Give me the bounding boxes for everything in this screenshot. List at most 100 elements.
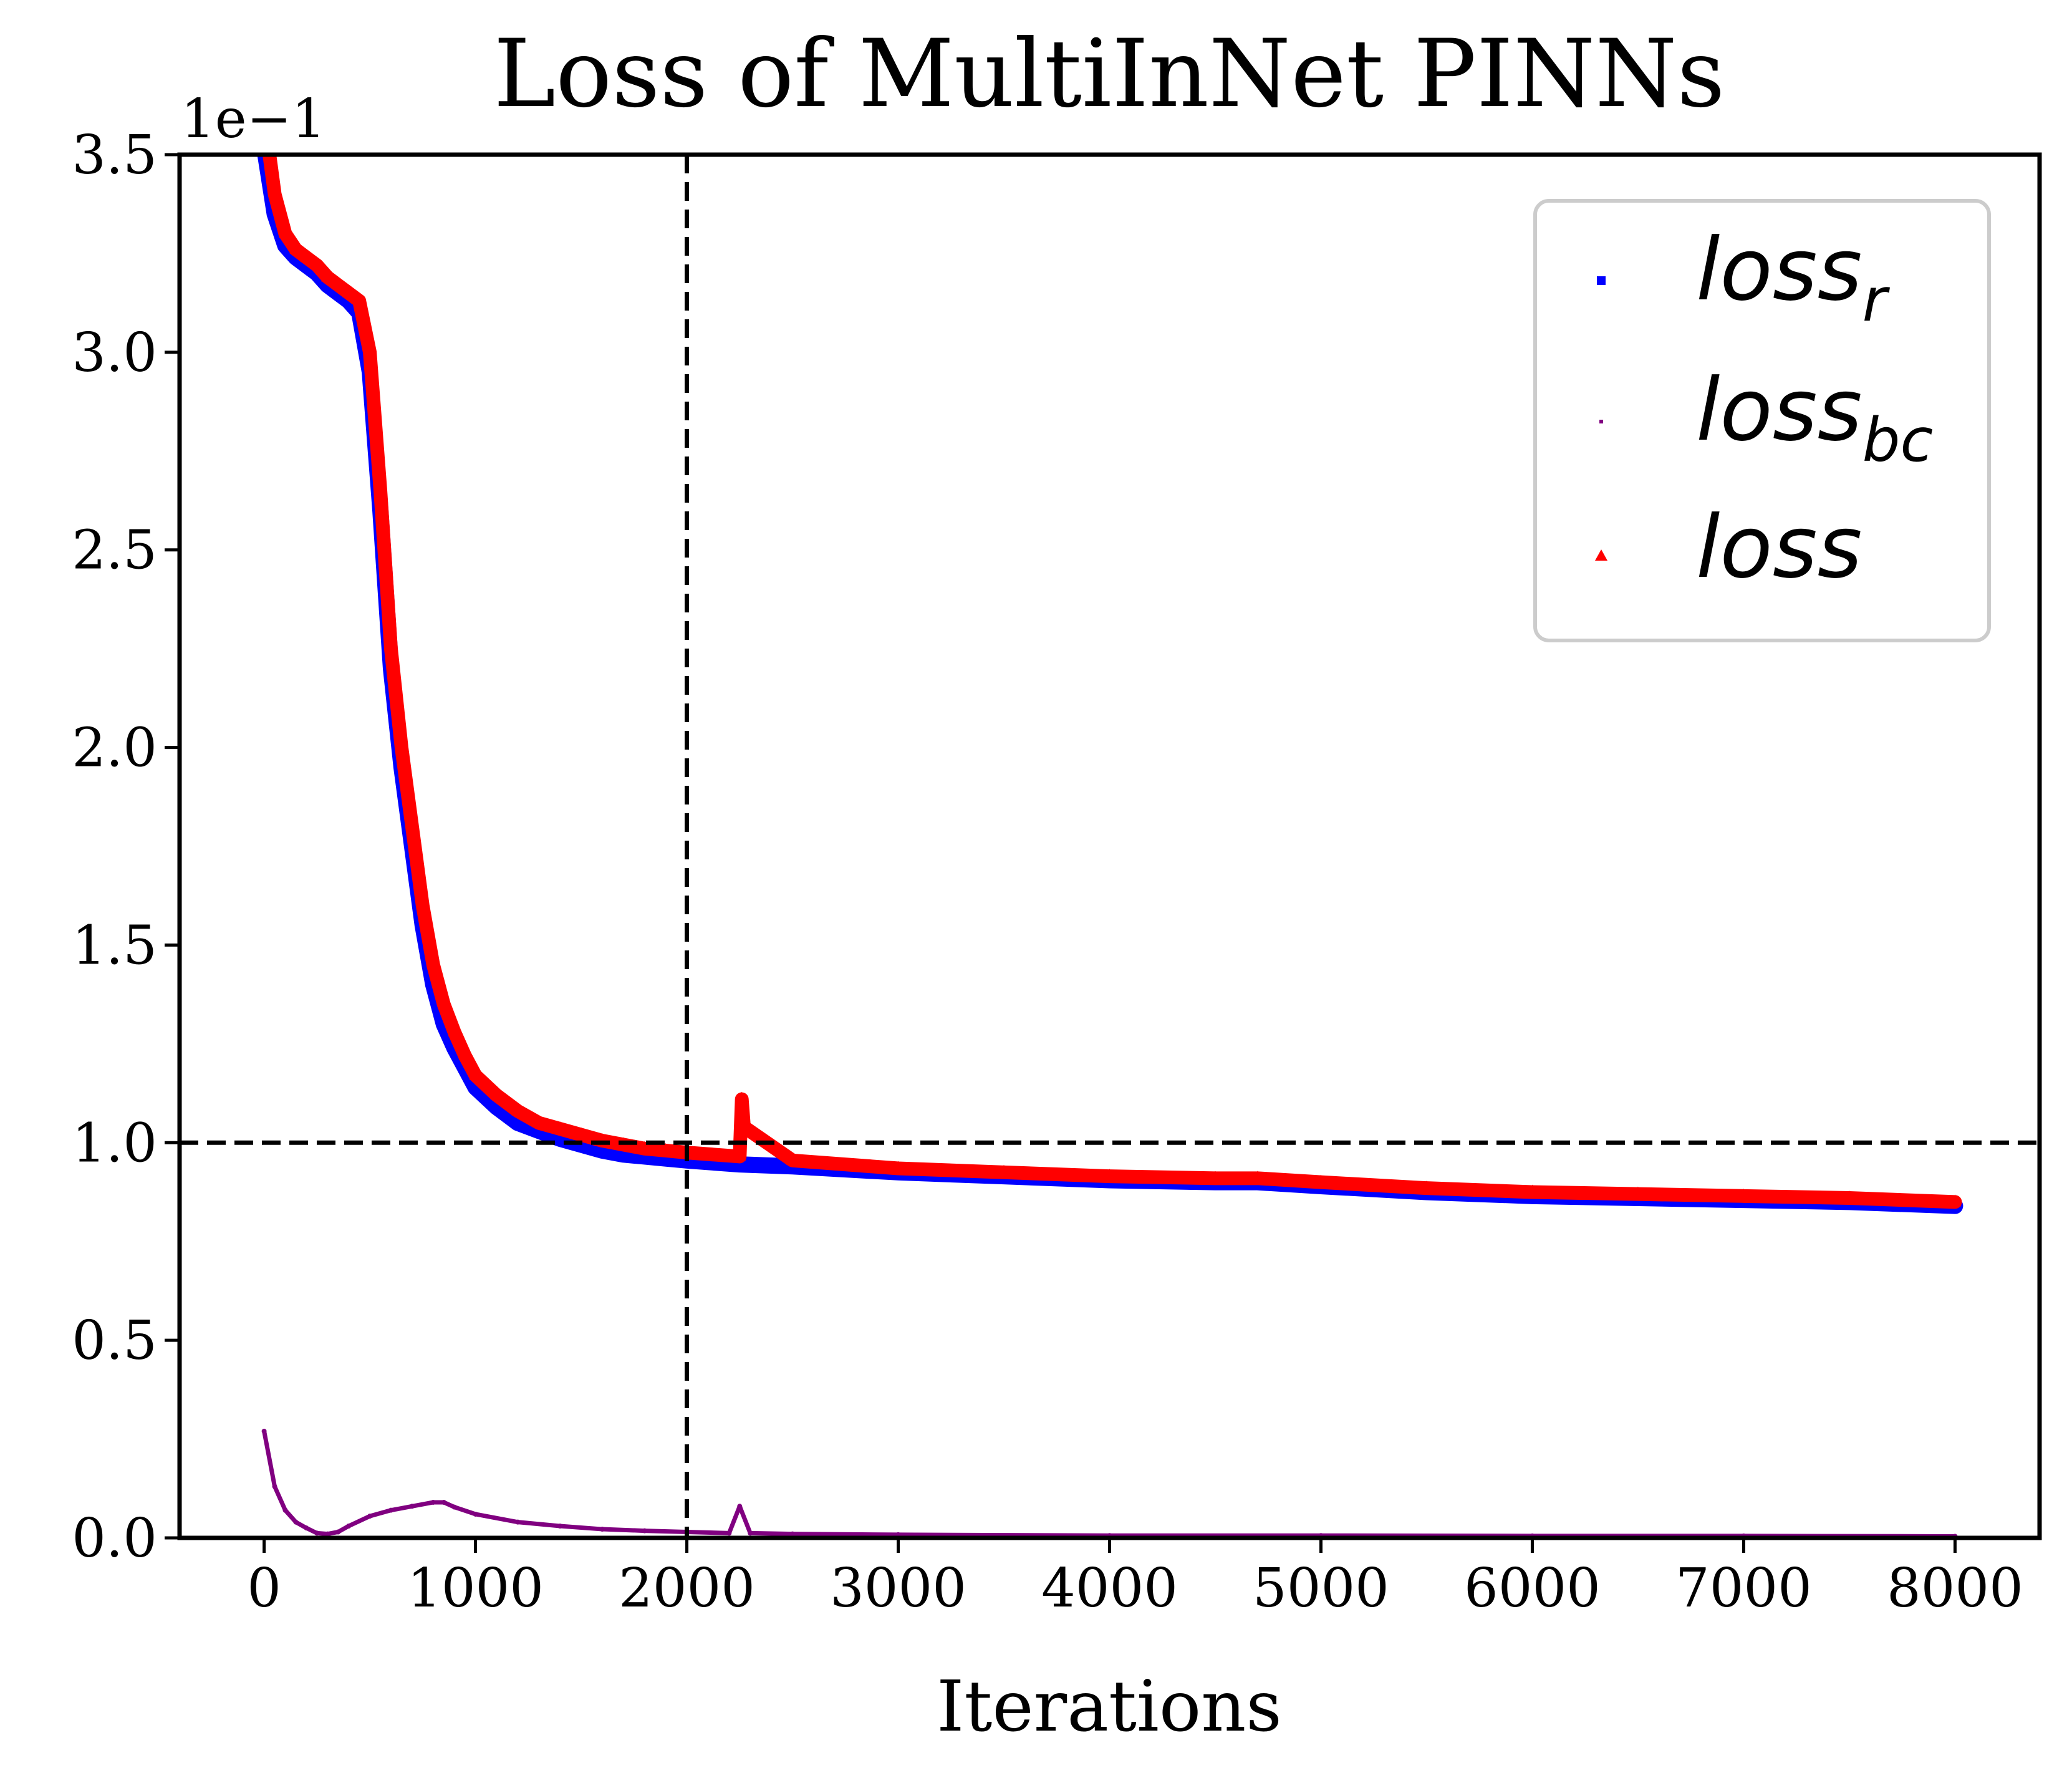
legend-marker-triangle	[1595, 549, 1607, 561]
y-tick-label: 3.5	[72, 124, 157, 186]
data-point	[384, 641, 397, 654]
data-point	[374, 483, 387, 495]
y-tick-label: 3.0	[72, 322, 157, 384]
data-point	[364, 344, 377, 357]
data-point	[437, 997, 450, 1009]
data-point	[554, 1121, 567, 1134]
x-tick-label: 0	[247, 1557, 281, 1620]
x-tick-label: 6000	[1464, 1557, 1601, 1620]
data-point	[619, 1151, 627, 1159]
y-scale-note: 1e−1	[181, 88, 325, 150]
data-point	[451, 1504, 457, 1510]
data-point	[1843, 1191, 1856, 1203]
legend-marker-square	[1597, 276, 1606, 285]
y-tick-label: 1.0	[72, 1112, 157, 1174]
legend-label-subscript: r	[1862, 265, 1891, 335]
data-point	[405, 819, 418, 831]
data-point	[430, 1499, 436, 1505]
data-point	[557, 1523, 563, 1529]
series-total	[262, 155, 1962, 1209]
x-tick-label: 4000	[1041, 1557, 1178, 1620]
data-point	[282, 1507, 288, 1513]
chart-title: Loss of MultiInNet PINNs	[494, 20, 1725, 128]
data-point	[367, 1514, 373, 1519]
y-tick-label: 0.0	[72, 1507, 157, 1570]
data-point	[735, 1091, 748, 1104]
data-point	[575, 1127, 588, 1139]
data-point	[1314, 1174, 1328, 1187]
data-point	[388, 1507, 393, 1513]
series-bc	[261, 1428, 1958, 1538]
data-point	[395, 740, 408, 752]
data-point	[638, 1141, 651, 1153]
legend-label-main: loss	[1696, 220, 1862, 320]
data-point	[493, 1103, 501, 1111]
data-point	[490, 1088, 503, 1100]
data-point	[1103, 1169, 1116, 1181]
data-point	[426, 957, 440, 970]
data-point	[441, 1499, 446, 1505]
data-point	[332, 278, 345, 290]
data-point	[342, 285, 355, 297]
y-axis-ticks: 0.0 0.5 1.0 1.5 2.0 2.5 3.0 3.5	[72, 124, 180, 1570]
data-point	[346, 1523, 352, 1529]
data-point	[279, 226, 292, 238]
legend-label: loss	[1696, 497, 1862, 597]
data-point	[598, 1146, 606, 1154]
y-tick-label: 2.5	[72, 519, 157, 582]
data-point	[272, 1484, 277, 1489]
data-point	[1737, 1188, 1750, 1201]
data-point	[556, 1134, 564, 1143]
data-point	[998, 1164, 1011, 1177]
x-tick-label: 2000	[619, 1557, 755, 1620]
reference-lines	[180, 155, 2040, 1538]
data-point	[261, 1428, 267, 1434]
x-tick-label: 7000	[1675, 1557, 1812, 1620]
data-point	[416, 898, 429, 911]
data-point	[659, 1143, 672, 1155]
data-point	[321, 269, 334, 282]
legend-label: lossbc	[1696, 360, 1933, 475]
data-point	[748, 1530, 753, 1536]
data-point	[599, 1527, 605, 1532]
legend-label: lossr	[1696, 220, 1891, 335]
data-point	[1251, 1171, 1264, 1183]
y-tick-label: 0.5	[72, 1310, 157, 1372]
data-point	[1631, 1186, 1644, 1199]
data-point	[458, 1048, 471, 1060]
data-point	[1208, 1171, 1222, 1183]
x-axis-ticks: 0 1000 2000 3000 4000 5000 6000 7000 8000	[247, 1538, 2023, 1620]
data-point	[268, 186, 281, 199]
data-point	[289, 242, 302, 254]
data-point	[304, 1525, 309, 1531]
series-layer	[257, 155, 1964, 1538]
data-point	[311, 258, 324, 270]
legend-label-main: loss	[1696, 360, 1862, 460]
data-point	[733, 1149, 746, 1161]
legend-label-main: loss	[1696, 497, 1862, 597]
y-tick-label: 1.5	[72, 914, 157, 977]
data-point	[738, 1119, 751, 1131]
x-tick-label: 1000	[407, 1557, 544, 1620]
data-point	[515, 1519, 521, 1525]
data-point	[314, 1530, 320, 1536]
data-point	[335, 1529, 341, 1535]
data-point	[473, 1511, 478, 1517]
data-point	[892, 1161, 905, 1173]
data-point	[642, 1528, 647, 1534]
data-point	[353, 293, 366, 306]
data-point	[1526, 1184, 1539, 1197]
data-point	[1420, 1181, 1433, 1193]
x-axis-label: Iterations	[937, 1666, 1282, 1747]
y-tick-label: 2.0	[72, 717, 157, 780]
data-point	[726, 1530, 732, 1536]
data-point	[790, 1531, 796, 1537]
data-point	[300, 249, 313, 262]
data-point	[511, 1103, 524, 1116]
data-point	[325, 1531, 330, 1537]
data-point	[532, 1115, 546, 1128]
x-tick-label: 3000	[830, 1557, 966, 1620]
legend-label-subscript: bc	[1862, 405, 1934, 475]
